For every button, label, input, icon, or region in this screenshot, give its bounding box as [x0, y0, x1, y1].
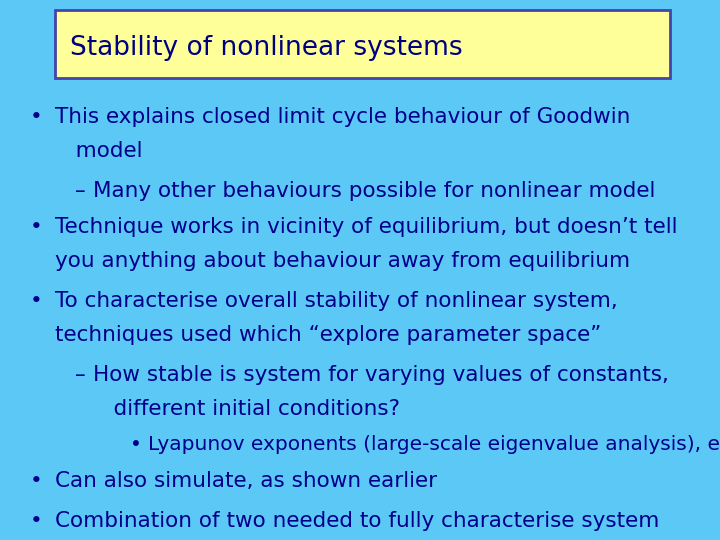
Text: you anything about behaviour away from equilibrium: you anything about behaviour away from e…: [55, 251, 630, 271]
Text: How stable is system for varying values of constants,: How stable is system for varying values …: [93, 365, 669, 385]
Text: techniques used which “explore parameter space”: techniques used which “explore parameter…: [55, 325, 601, 345]
Text: Lyapunov exponents (large-scale eigenvalue analysis), etc.: Lyapunov exponents (large-scale eigenval…: [148, 435, 720, 455]
Text: This explains closed limit cycle behaviour of Goodwin: This explains closed limit cycle behavio…: [55, 107, 631, 127]
Text: •: •: [30, 471, 42, 491]
Text: •: •: [130, 435, 142, 455]
Text: –: –: [75, 181, 86, 201]
Text: Technique works in vicinity of equilibrium, but doesn’t tell: Technique works in vicinity of equilibri…: [55, 217, 678, 237]
Text: •: •: [30, 217, 42, 237]
Text: different initial conditions?: different initial conditions?: [93, 399, 400, 419]
Text: •: •: [30, 107, 42, 127]
Text: •: •: [30, 291, 42, 311]
Text: Stability of nonlinear systems: Stability of nonlinear systems: [70, 35, 463, 61]
Text: Combination of two needed to fully characterise system: Combination of two needed to fully chara…: [55, 511, 660, 531]
Text: •: •: [30, 511, 42, 531]
FancyBboxPatch shape: [55, 10, 670, 78]
Text: Can also simulate, as shown earlier: Can also simulate, as shown earlier: [55, 471, 437, 491]
Text: –: –: [75, 365, 86, 385]
Text: Many other behaviours possible for nonlinear model: Many other behaviours possible for nonli…: [93, 181, 655, 201]
Text: To characterise overall stability of nonlinear system,: To characterise overall stability of non…: [55, 291, 618, 311]
Text: model: model: [55, 141, 143, 161]
